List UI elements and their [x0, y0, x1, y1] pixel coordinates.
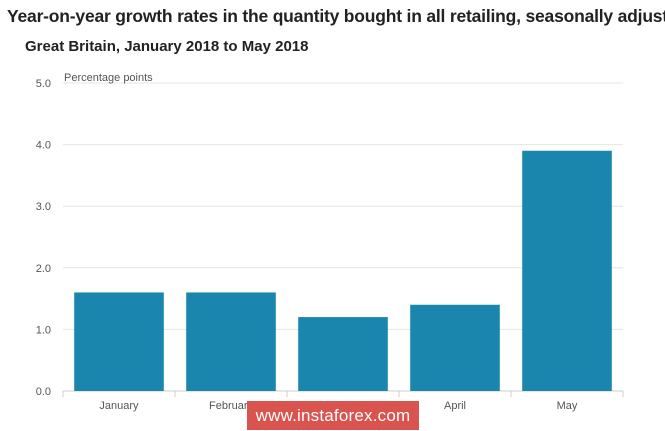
bar-april [410, 304, 500, 391]
chart-subtitle: Great Britain, January 2018 to May 2018 [25, 38, 309, 55]
y-tick-label: 5.0 [36, 78, 51, 90]
x-tick-label: May [557, 400, 578, 412]
x-tick-label: April [444, 400, 466, 412]
y-tick-label: 3.0 [36, 201, 51, 213]
x-tick-label: January [99, 400, 139, 412]
y-tick-label: 2.0 [36, 263, 51, 275]
bar-may [522, 150, 612, 391]
watermark-badge: www.instaforex.com [247, 401, 419, 430]
y-axis-ticks: 0.0 1.0 2.0 3.0 4.0 5.0 [36, 78, 51, 398]
bar-january [74, 292, 164, 391]
bar-march [298, 317, 388, 391]
y-tick-label: 0.0 [36, 386, 51, 398]
x-tick-label: February [209, 400, 254, 412]
bar-february [186, 292, 276, 391]
y-axis-label: Percentage points [64, 72, 153, 84]
y-tick-label: 4.0 [36, 140, 51, 152]
bars [74, 150, 612, 391]
y-tick-label: 1.0 [36, 324, 51, 336]
chart-title: Year-on-year growth rates in the quantit… [7, 6, 665, 26]
